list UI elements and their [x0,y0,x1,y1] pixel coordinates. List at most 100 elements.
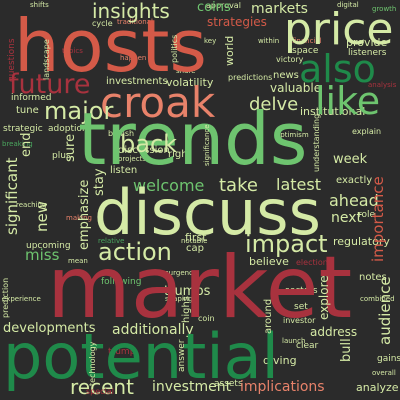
word-strategies: strategies [207,15,267,29]
word-diving: diving [263,354,297,367]
word-volatility: volatility [166,76,214,89]
word-miss: miss [25,246,60,264]
word-action: action [98,238,172,266]
word-developments: developments [3,321,96,336]
word-ahead: ahead [329,191,379,210]
word-trends: trends [78,97,308,181]
word-significance: significance [203,124,211,166]
word-right: right [168,149,192,160]
word-adoption: adoption [48,124,88,134]
word-take: take [219,175,258,196]
word-gains: gains [377,354,400,364]
word-listeners: listeners [348,48,387,58]
word-week: week [333,152,368,167]
word-importance: importance [369,176,387,262]
word-explain: explain [352,127,382,136]
word-future: future [9,69,91,100]
word-relative: relative [98,237,125,245]
word-welcome: welcome [133,176,205,195]
word-price: price [284,4,394,55]
word-exactly: exactly [336,175,373,186]
word-projects: projects [118,155,146,163]
word-reaching: reaching [16,201,47,209]
word-resurgence: resurgence [158,269,198,277]
word-landscape: landscape [42,39,51,80]
word-tune: tune [16,105,39,116]
word-bull: bull [339,338,354,362]
word-around: around [263,298,274,334]
word-traditional: traditional [117,18,153,26]
word-like: like [315,79,381,123]
word-impact: impact [245,230,328,258]
word-investments: investments [106,76,168,87]
word-investor: investor [283,316,316,325]
word-address: address [310,325,358,339]
word-provide: provide [346,36,388,49]
word-following: following [101,277,142,287]
word-end: end [19,132,34,158]
word-notable: notable [181,237,208,245]
word-making: making [66,214,92,222]
word-cap: cap [186,243,204,254]
word-analysis: analysis [368,81,397,89]
word-optimism: optimism [276,131,309,139]
word-share: share [176,67,196,75]
word-cycle: cycle [92,19,113,28]
word-hosts: hosts [14,4,207,88]
word-markets: markets [251,1,308,17]
word-highs: highs [181,295,192,323]
word-politics: politics [170,34,179,63]
word-special: special [86,387,114,396]
word-answer: answer [177,339,187,372]
word-role: role [358,210,376,220]
word-assets: assets [214,379,243,389]
word-emphasize: emphasize [77,179,92,250]
word-mean: mean [68,257,88,265]
word-informed: informed [11,93,52,103]
word-croak: croak [100,78,216,127]
word-topics: topics [62,47,83,55]
word-believe: believe [249,255,289,268]
word-explore: explore [317,275,331,320]
word-upcoming: upcoming [26,241,71,251]
word-world: world [223,35,236,66]
word-implications: implications [240,379,325,395]
word-additionally: additionally [112,322,194,338]
word-new: new [33,200,51,232]
word-sectors: sectors [285,286,318,296]
word-trumps: trumps [164,284,211,299]
word-breaking: breaking [2,140,33,148]
word-valuable: valuable [270,81,322,95]
word-listen: listen [110,165,138,176]
word-growth: growth [372,5,397,13]
word-shifts: shifts [30,1,49,9]
word-shaping: shaping [165,295,193,303]
word-discuss: discuss [94,176,321,249]
word-news: news [273,70,299,81]
word-key: key [204,37,217,45]
word-plus: plus [52,151,71,161]
word-market: market [47,238,353,338]
word-combined: combined [360,295,395,303]
word-clear: clear [296,341,319,351]
word-recent: recent [70,375,134,399]
word-back: back [120,130,178,158]
word-coin: coin [198,314,215,323]
word-bullish: bullish [108,129,135,138]
word-election: election [296,258,328,267]
word-within: within [258,37,280,45]
word-victory: victory [276,55,304,64]
word-latest: latest [276,175,321,194]
word-also: also [299,47,376,91]
word-launch: launch [282,337,306,345]
word-set: set [294,302,308,312]
word-next: next [331,210,363,226]
word-potential: potential [3,320,279,393]
word-technology: technology [88,341,97,386]
word-first: first [185,231,207,244]
word-analyze: analyze [356,381,399,394]
word-approval: approval [206,1,241,10]
word-strategic: strategic [3,124,43,134]
word-digital: digital [337,1,359,9]
